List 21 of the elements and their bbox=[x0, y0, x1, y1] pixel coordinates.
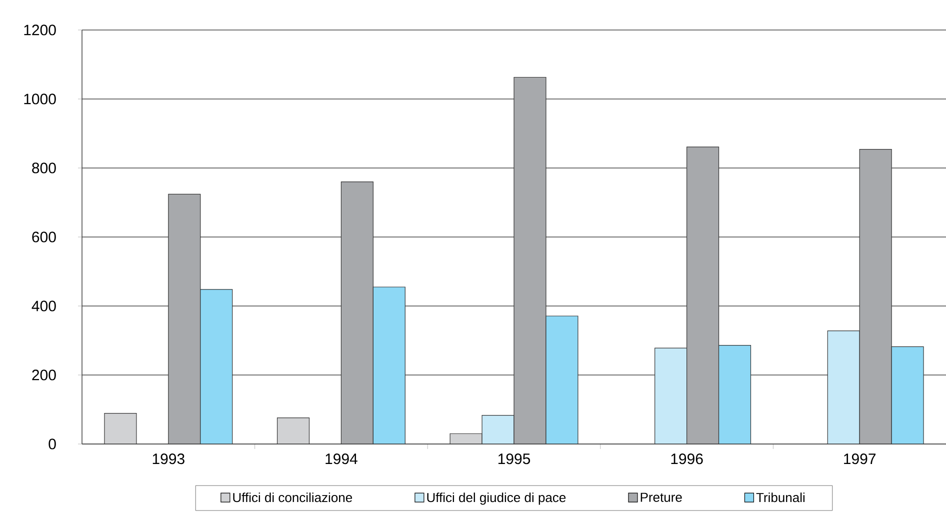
bar bbox=[654, 348, 688, 444]
y-tick-label: 400 bbox=[32, 300, 56, 312]
y-tick-label: 0 bbox=[48, 438, 56, 450]
x-tick-label: 1993 bbox=[152, 454, 184, 464]
y-tick-label: 1000 bbox=[24, 94, 56, 104]
y-tick-label: 200 bbox=[32, 370, 56, 380]
bar bbox=[827, 330, 860, 444]
y-tick-label: 1200 bbox=[24, 24, 56, 36]
legend-label: Tribunali bbox=[756, 492, 804, 502]
legend-label: Uffici del giudice di pace bbox=[427, 492, 566, 505]
x-tick-label: 1995 bbox=[498, 454, 530, 464]
legend-label: Uffici di conciliazione bbox=[233, 492, 352, 502]
x-tick-label: 1997 bbox=[844, 454, 876, 464]
x-tick-label: 1996 bbox=[671, 454, 703, 464]
bar bbox=[104, 412, 137, 444]
y-tick-label: 800 bbox=[32, 162, 56, 174]
y-tick-label: 600 bbox=[32, 232, 56, 242]
x-tick-label: 1994 bbox=[326, 454, 358, 464]
bar bbox=[482, 415, 514, 444]
bar bbox=[276, 417, 310, 444]
legend-label: Preture bbox=[640, 492, 682, 502]
